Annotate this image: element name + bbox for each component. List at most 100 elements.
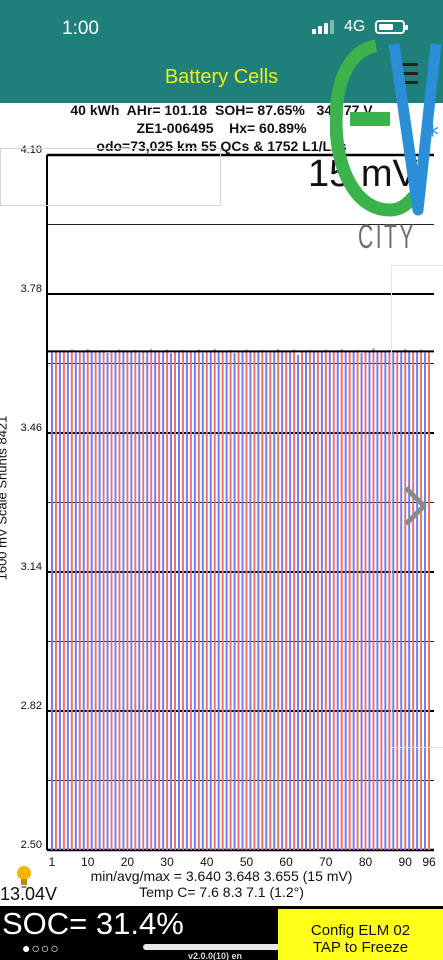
chart-bars xyxy=(51,348,431,850)
cell-bar-35 xyxy=(185,352,188,850)
x-axis-ticks: 1 10 20 30 40 50 60 70 80 90 96 xyxy=(49,855,436,869)
y-tick-label: 2.50 xyxy=(21,839,42,851)
cell-bar-78 xyxy=(356,350,359,850)
cell-bar-63 xyxy=(297,354,300,850)
cell-bar-26 xyxy=(150,349,153,850)
cell-bar-3 xyxy=(58,352,61,850)
cell-bar-46 xyxy=(229,350,232,850)
cell-bar-39 xyxy=(201,352,204,850)
cell-bar-18 xyxy=(118,349,121,850)
cell-bar-11 xyxy=(90,352,93,850)
cell-bar-84 xyxy=(380,350,383,850)
cell-bar-15 xyxy=(106,353,109,850)
hamburger-menu-icon[interactable] xyxy=(394,63,418,85)
cell-bar-49 xyxy=(241,351,244,850)
y-tick-label: 2.82 xyxy=(21,700,42,712)
svg-text:*: * xyxy=(426,121,439,151)
cell-bar-66 xyxy=(308,350,311,850)
home-indicator[interactable] xyxy=(143,944,300,950)
cell-bar-37 xyxy=(193,351,196,850)
cell-bar-14 xyxy=(102,350,105,850)
cell-bar-10 xyxy=(86,349,89,850)
x-tick-label: 20 xyxy=(121,855,135,869)
cell-bar-36 xyxy=(189,350,192,850)
cell-bar-61 xyxy=(289,351,292,850)
x-tick-label: 90 xyxy=(399,855,413,869)
chevron-right-icon[interactable] xyxy=(400,484,430,528)
network-type: 4G xyxy=(344,18,366,35)
cell-bar-74 xyxy=(340,349,343,850)
cell-bar-7 xyxy=(74,352,77,850)
x-tick-label: 50 xyxy=(240,855,254,869)
y-tick-label: 3.46 xyxy=(21,422,42,434)
y-axis-title: 1600 mV Scale Shunts 8421 xyxy=(0,415,10,581)
temperature-text: Temp C= 7.6 8.3 7.1 (1.2°) xyxy=(139,884,304,900)
cell-bar-83 xyxy=(376,352,379,850)
cell-bar-34 xyxy=(181,350,184,850)
cell-bar-51 xyxy=(249,352,252,850)
cell-bar-57 xyxy=(273,351,276,850)
cell-bar-77 xyxy=(352,351,355,850)
chart-gridlines xyxy=(46,153,434,852)
cell-bar-38 xyxy=(197,349,200,850)
status-time: 1:00 xyxy=(62,18,99,39)
cell-bar-42 xyxy=(213,349,216,850)
y-tick-label: 3.14 xyxy=(21,561,42,573)
x-tick-label: 30 xyxy=(160,855,174,869)
cell-voltage-chart[interactable]: 4.10 3.78 3.46 3.14 2.82 2.50 1 10 20 30 40 50 60 70… xyxy=(0,140,443,870)
cell-bar-52 xyxy=(253,350,256,850)
cell-bar-93 xyxy=(416,351,419,850)
config-freeze-button[interactable]: Config ELM 02 TAP to Freeze xyxy=(278,909,443,960)
cell-bar-64 xyxy=(301,350,304,850)
status-icons: 4G xyxy=(312,18,409,36)
cell-bar-33 xyxy=(178,351,180,850)
soc-readout: SOC= 31.4% xyxy=(2,906,184,941)
city-logo-text: CITY xyxy=(358,218,416,256)
cell-bar-23 xyxy=(138,352,141,850)
cell-bar-89 xyxy=(400,351,403,850)
cell-bar-43 xyxy=(217,352,220,850)
cell-bar-17 xyxy=(114,351,117,850)
cell-bar-25 xyxy=(146,351,149,850)
cell-bar-70 xyxy=(324,349,327,850)
page-indicator-dots[interactable]: ●○○○ xyxy=(22,940,60,956)
cell-bar-27 xyxy=(154,352,157,850)
x-tick-label: 1 xyxy=(49,855,56,869)
cell-bar-88 xyxy=(396,351,399,850)
cell-bar-68 xyxy=(316,350,319,850)
chart-overlay-box xyxy=(0,148,221,206)
cell-bar-82 xyxy=(372,348,375,850)
cell-bar-47 xyxy=(233,353,236,850)
cell-bar-65 xyxy=(305,351,307,850)
cell-bar-95 xyxy=(424,352,427,850)
min-avg-max-text: min/avg/max = 3.640 3.648 3.655 (15 mV) xyxy=(90,868,353,884)
cell-bar-13 xyxy=(98,351,101,850)
cell-bar-45 xyxy=(225,351,228,850)
cell-bar-59 xyxy=(281,352,284,850)
cell-bar-48 xyxy=(237,350,240,850)
cell-bar-67 xyxy=(312,352,315,850)
app-version: v2.0.0(10) en xyxy=(188,951,243,960)
x-tick-label: 40 xyxy=(200,855,214,869)
cell-bar-53 xyxy=(257,351,260,850)
cell-bar-40 xyxy=(205,351,208,850)
config-elm-label: Config ELM 02 xyxy=(310,921,411,939)
cell-bar-4 xyxy=(62,350,65,850)
cell-bar-8 xyxy=(78,350,81,850)
cell-bar-24 xyxy=(142,351,145,850)
cell-bar-9 xyxy=(82,351,85,850)
cell-bar-20 xyxy=(126,350,129,850)
cell-bar-50 xyxy=(245,349,248,850)
ev-city-logo: * xyxy=(330,40,442,217)
y-axis-ticks: 4.10 3.78 3.46 3.14 2.82 2.50 xyxy=(21,144,42,851)
x-tick-label: 10 xyxy=(81,855,95,869)
side-panel-edge[interactable] xyxy=(391,265,443,748)
cell-bar-90 xyxy=(404,349,407,850)
cell-bar-29 xyxy=(162,351,165,850)
cell-bar-54 xyxy=(261,350,264,850)
x-tick-label: 80 xyxy=(359,855,373,869)
cell-bar-71 xyxy=(328,352,331,850)
cell-bar-28 xyxy=(158,350,161,850)
cell-bar-58 xyxy=(277,349,280,850)
lightbulb-icon[interactable] xyxy=(14,864,34,890)
